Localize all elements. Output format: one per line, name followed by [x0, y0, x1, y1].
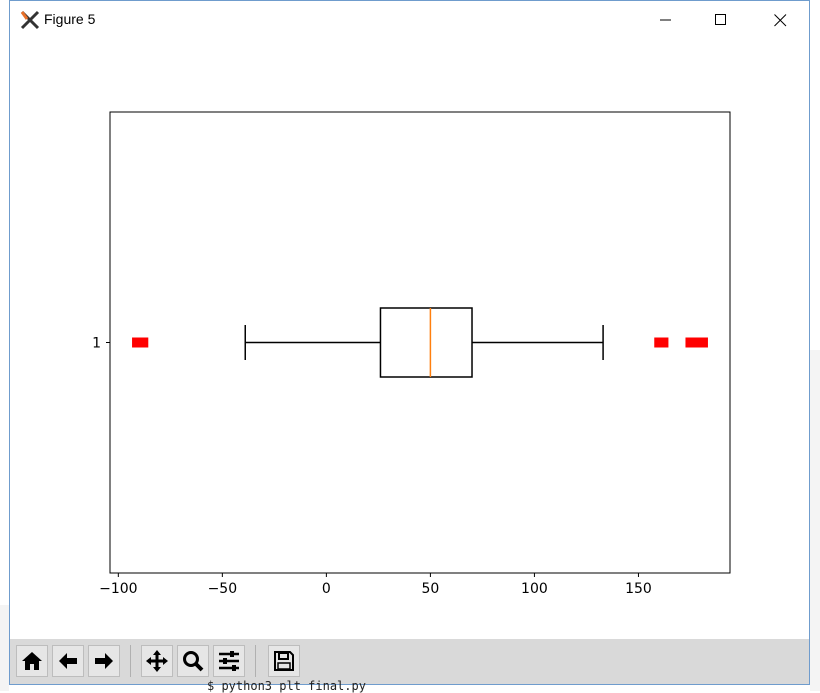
toolbar-separator [255, 645, 256, 677]
close-icon [773, 13, 786, 26]
terminal-command: $ python3 plt final.py [207, 679, 366, 693]
minimize-button[interactable] [643, 1, 689, 39]
background-edge [810, 350, 820, 691]
x-tick-label: 150 [625, 581, 652, 597]
maximize-icon [715, 14, 726, 25]
navigation-toolbar [10, 639, 809, 684]
forward-button[interactable] [88, 645, 120, 677]
outlier-point [697, 337, 708, 348]
plot-canvas[interactable]: −100 −50 0 50 100 150 1 [10, 39, 809, 639]
move-icon [146, 650, 168, 672]
x-tick-label: −50 [208, 581, 238, 597]
magnifier-icon [183, 651, 204, 672]
title-bar: Figure 5 [10, 1, 809, 39]
home-icon [22, 652, 42, 670]
figure-window: Figure 5 −100 −50 0 50 100 150 1 [9, 0, 810, 685]
x-tick-label: 100 [521, 581, 548, 597]
configure-subplots-button[interactable] [213, 645, 245, 677]
x-tick-label: 0 [322, 581, 331, 597]
home-button[interactable] [16, 645, 48, 677]
toolbar-separator [130, 645, 131, 677]
pan-button[interactable] [141, 645, 173, 677]
background-edge [0, 605, 9, 691]
arrow-right-icon [95, 653, 113, 669]
sliders-icon [219, 651, 239, 671]
app-icon [20, 10, 40, 30]
x-tick-label: 50 [421, 581, 439, 597]
axes-frame [109, 111, 731, 574]
arrow-left-icon [59, 653, 77, 669]
minimize-icon [660, 19, 671, 21]
window-title: Figure 5 [44, 11, 96, 27]
boxplot-chart: −100 −50 0 50 100 150 1 [92, 111, 731, 597]
back-button[interactable] [52, 645, 84, 677]
x-tick-label: −100 [99, 581, 137, 597]
save-button[interactable] [268, 645, 300, 677]
iqr-box [379, 307, 473, 378]
outlier-point [658, 337, 669, 348]
zoom-button[interactable] [177, 645, 209, 677]
y-tick-label: 1 [92, 336, 101, 352]
close-button[interactable] [757, 1, 803, 39]
outlier-point [138, 337, 149, 348]
outlier-point [132, 337, 143, 348]
floppy-disk-icon [274, 651, 294, 671]
maximize-button[interactable] [698, 1, 744, 39]
